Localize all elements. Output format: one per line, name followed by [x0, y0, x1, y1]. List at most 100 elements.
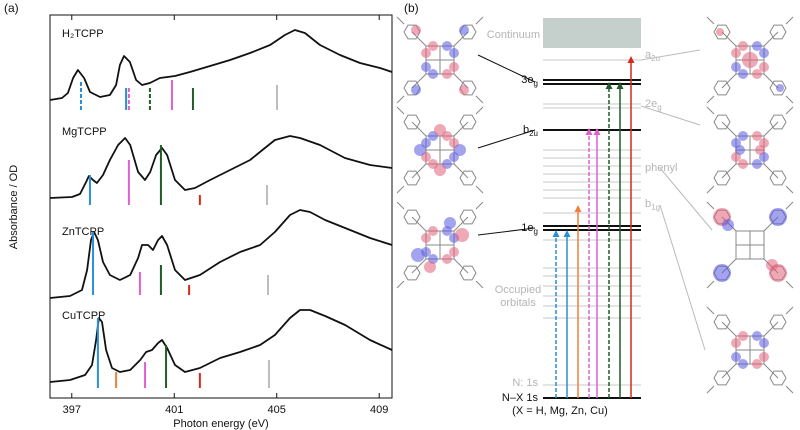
bond	[453, 258, 469, 274]
bond	[453, 216, 469, 232]
orbital-image	[706, 201, 794, 289]
level-label: 1eg	[521, 222, 538, 236]
level-label-main: 2e	[645, 98, 657, 110]
orbital-lobe	[731, 352, 741, 362]
level-label: phenyl	[645, 162, 677, 174]
bond	[706, 185, 715, 194]
phenyl-ring	[769, 24, 787, 40]
occupied-label: Occupied	[495, 284, 541, 296]
orbital-lobe	[752, 131, 762, 141]
panel-label: (b)	[404, 1, 419, 15]
bond	[475, 185, 484, 194]
bond	[763, 73, 779, 89]
orbital-lobe	[434, 124, 446, 136]
bond	[721, 31, 737, 47]
connector	[477, 54, 536, 83]
level-label-sub: 2u	[529, 129, 538, 138]
connector	[659, 204, 706, 351]
orbital-lobe	[742, 52, 758, 68]
bond	[475, 95, 484, 104]
bond	[785, 306, 794, 315]
bond	[721, 73, 737, 89]
continuum-band	[543, 18, 641, 48]
bond	[396, 201, 405, 210]
orbital-lobe	[713, 264, 731, 282]
phenyl-ring	[403, 114, 421, 130]
bond	[453, 121, 469, 137]
orbital-lobe	[411, 85, 421, 95]
arrow-head	[616, 82, 624, 89]
orbital-lobe	[442, 69, 452, 79]
core-label: N–X 1s	[502, 392, 539, 404]
bond	[396, 95, 405, 104]
orbital-lobe	[738, 69, 748, 79]
orbital-image	[706, 306, 794, 394]
orbital-lobe	[752, 331, 762, 341]
orbital-lobe	[766, 259, 778, 271]
orbital-lobe	[411, 248, 425, 262]
phenyl-ring	[403, 265, 421, 281]
bond	[785, 385, 794, 394]
orbital-lobe	[752, 359, 762, 369]
bond	[763, 321, 779, 337]
orbital-lobe	[414, 144, 426, 156]
bond	[411, 216, 427, 232]
level-label: 3eg	[521, 74, 538, 88]
phenyl-ring	[769, 170, 787, 186]
orbital-lobe	[421, 62, 431, 72]
connector	[659, 167, 713, 231]
orbital-lobe	[421, 233, 431, 243]
phenyl-ring	[713, 170, 731, 186]
y-axis-label: Absorbance / OD	[8, 165, 20, 249]
orbital-lobe	[449, 48, 459, 58]
bond	[706, 385, 715, 394]
series-label: MgTCPP	[62, 126, 107, 138]
orbital-lobe	[738, 41, 748, 51]
orbital-lobe	[738, 359, 748, 369]
bond	[453, 163, 469, 179]
level-label-main: b	[523, 124, 529, 136]
note: (X = H, Mg, Zn, Cu)	[512, 405, 608, 417]
orbital-lobe	[752, 69, 762, 79]
bond	[721, 121, 737, 137]
orbital-lobe	[752, 41, 762, 51]
bond	[706, 106, 715, 115]
phenyl-ring	[403, 209, 421, 225]
orbital-lobe	[759, 62, 769, 72]
orbital-image	[706, 106, 794, 194]
spectrum	[49, 29, 393, 101]
x-tick-label: 397	[63, 404, 81, 416]
level-label-sub: g	[534, 79, 538, 88]
x-tick-label: 409	[370, 404, 388, 416]
level-label-sub: 1g	[651, 203, 660, 212]
spectrum	[49, 135, 393, 199]
phenyl-ring	[459, 209, 477, 225]
bond	[396, 280, 405, 289]
bond	[785, 106, 794, 115]
bond	[721, 163, 737, 179]
orbital-lobe	[428, 69, 438, 79]
orbital-lobe	[449, 247, 459, 257]
bond	[706, 280, 715, 289]
phenyl-ring	[403, 170, 421, 186]
orbital-lobe	[769, 208, 787, 226]
series-label: ZnTCPP	[62, 226, 104, 238]
bond	[396, 185, 405, 194]
occupied-label: orbitals	[500, 297, 536, 309]
orbital-lobe	[434, 164, 446, 176]
level-label: b1g	[645, 198, 660, 212]
orbital-lobe	[759, 352, 769, 362]
bond	[721, 363, 737, 379]
orbital-lobe	[421, 48, 431, 58]
phenyl-ring	[459, 170, 477, 186]
orbital-image	[396, 16, 484, 104]
bond	[396, 16, 405, 25]
bond	[785, 95, 794, 104]
level-label-sub: 2u	[651, 54, 660, 63]
bond	[706, 306, 715, 315]
bond	[475, 16, 484, 25]
bond	[706, 16, 715, 25]
level-label-main: b	[645, 198, 651, 210]
orbital-lobe	[759, 48, 769, 58]
